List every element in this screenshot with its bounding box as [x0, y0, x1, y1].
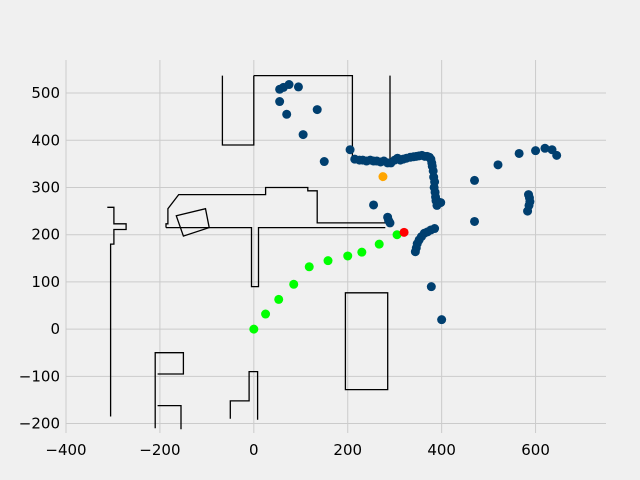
x-tick-label: 400	[427, 441, 456, 459]
data-points	[249, 80, 562, 334]
wall-segment	[221, 75, 255, 146]
x-tick-label: 0	[249, 441, 259, 459]
obstacle-box	[175, 207, 210, 237]
current-position-point	[399, 227, 409, 237]
obstacle-box	[344, 292, 389, 391]
wall-segment	[165, 186, 390, 228]
x-tick-label: −200	[139, 441, 180, 459]
observations-point	[410, 247, 420, 257]
path-point	[323, 256, 333, 266]
x-axis-ticks: −400 −200 0 200 400 600	[45, 441, 549, 459]
path-point	[289, 279, 299, 289]
path-point	[261, 309, 271, 319]
y-tick-label: 0	[50, 320, 60, 338]
x-tick-label: 600	[521, 441, 550, 459]
observations-point	[282, 109, 292, 119]
observations-point	[293, 82, 303, 92]
wall-segment	[157, 404, 182, 430]
x-tick-label: 200	[333, 441, 362, 459]
observations-point	[275, 97, 285, 107]
x-tick-label: −400	[45, 441, 86, 459]
path-point	[304, 262, 314, 272]
observations-point	[531, 146, 541, 156]
observations-point	[540, 143, 550, 153]
observations-point	[284, 80, 294, 90]
observations-point	[369, 200, 379, 210]
path-point	[392, 230, 402, 240]
observations-point	[437, 315, 447, 325]
path-point	[343, 251, 353, 261]
observations-point	[523, 206, 533, 216]
observations-point	[470, 216, 480, 226]
y-tick-label: −200	[19, 415, 60, 433]
wall-segment	[154, 352, 185, 429]
y-axis-ticks: −200 −100 0 100 200 300 400 500	[19, 84, 60, 433]
observations-point	[514, 148, 524, 158]
wall-segment	[166, 226, 386, 288]
y-tick-label: 100	[31, 273, 60, 291]
grid	[65, 60, 606, 433]
observations-point	[493, 160, 503, 170]
observations-point	[470, 175, 480, 185]
observations-point	[385, 218, 395, 228]
wall-segment	[229, 370, 259, 420]
wall-segment	[253, 74, 354, 162]
observations-point	[426, 282, 436, 292]
path-point	[249, 324, 259, 334]
observations-point	[436, 198, 446, 208]
observations-point	[552, 150, 562, 160]
path-point	[357, 247, 367, 257]
observations-point	[345, 145, 355, 155]
y-tick-label: −100	[19, 367, 60, 385]
target-point	[378, 172, 388, 182]
y-tick-label: 500	[31, 84, 60, 102]
y-tick-label: 200	[31, 226, 60, 244]
y-tick-label: 400	[31, 131, 60, 149]
observations-point	[298, 130, 308, 140]
observations-point	[319, 157, 329, 167]
map-outline	[107, 74, 391, 430]
wall-segment	[107, 206, 127, 417]
observations-point	[312, 105, 322, 115]
y-tick-label: 300	[31, 178, 60, 196]
path-point	[274, 294, 284, 304]
path-point	[374, 239, 384, 249]
